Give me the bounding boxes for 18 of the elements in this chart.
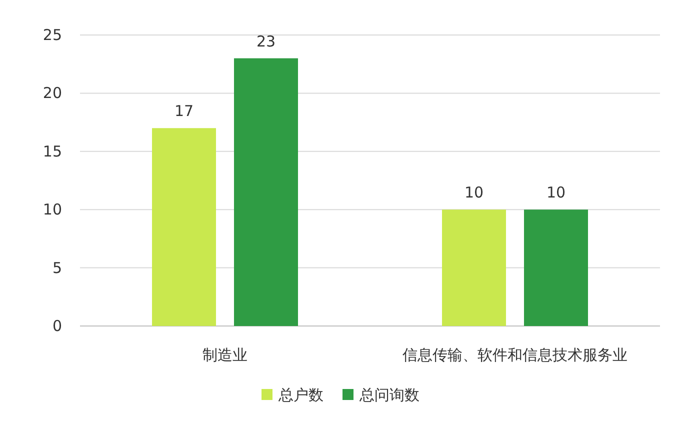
bar	[442, 210, 506, 326]
data-label: 17	[174, 102, 194, 120]
y-tick-label: 25	[42, 26, 62, 44]
y-tick-label: 5	[52, 258, 62, 277]
y-tick-label: 20	[42, 84, 62, 102]
y-tick-label: 15	[42, 142, 62, 160]
bar	[524, 210, 588, 326]
x-tick-label: 制造业	[202, 346, 248, 364]
data-label: 23	[256, 32, 276, 50]
bar	[234, 58, 298, 326]
legend-label: 总户数	[278, 386, 324, 404]
bar	[152, 128, 216, 326]
y-tick-label: 0	[52, 317, 62, 335]
legend-label: 总问询数	[358, 386, 420, 404]
data-label: 10	[546, 184, 566, 202]
data-label: 10	[464, 184, 484, 202]
x-tick-label: 信息传输、软件和信息技术服务业	[402, 346, 628, 364]
y-tick-label: 10	[42, 200, 62, 219]
